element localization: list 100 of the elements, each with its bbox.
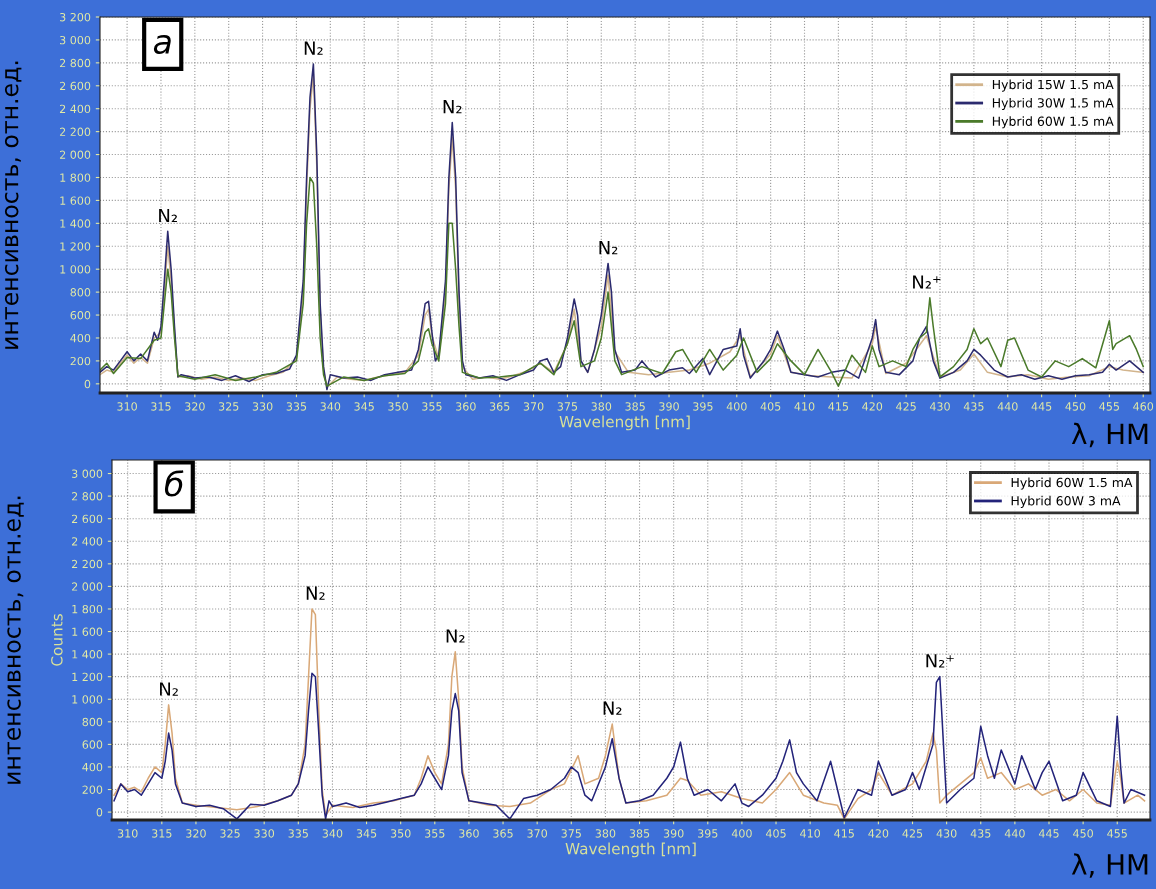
y-tick-label: 2 600 [71, 514, 103, 524]
y-tick-label: 800 [70, 288, 91, 297]
x-tick-label: 435 [970, 829, 991, 838]
y-tick-label: 200 [82, 785, 103, 794]
x-tick-label: 350 [390, 829, 411, 838]
y-tick-label: 600 [70, 311, 91, 320]
x-tick-label: 395 [693, 402, 713, 411]
x-tick-label: 425 [902, 829, 923, 838]
x-tick-label: 345 [354, 402, 374, 411]
y-tick-label: 2 800 [59, 58, 91, 68]
y-tick-label: 1 600 [72, 627, 103, 636]
legend-label: Hybrid 15W 1.5 mA [992, 79, 1114, 92]
x-tick-label: 405 [765, 829, 786, 838]
x-tick-label: 440 [997, 402, 1018, 411]
y-tick-label: 2 400 [59, 104, 91, 114]
annotation: б [164, 470, 184, 497]
x-tick-label: 395 [698, 829, 718, 838]
x-tick-label: 360 [456, 402, 476, 411]
annotation: N₂ [446, 629, 465, 643]
annotation: N₂ [603, 701, 622, 715]
x-tick-label: 445 [1038, 829, 1059, 838]
legend-label: Hybrid 60W 3 mA [1011, 495, 1121, 508]
x-tick-label: 320 [185, 402, 205, 411]
y-tick-label: 200 [70, 356, 91, 366]
text: λ, НМ [1071, 853, 1148, 878]
x-axis-title: Wavelength [nm] [565, 842, 696, 858]
x-tick-label: 330 [252, 402, 273, 411]
x-tick-label: 385 [629, 829, 650, 838]
x-tick-label: 315 [151, 402, 171, 411]
x-tick-label: 375 [557, 402, 578, 411]
line-series [113, 672, 1146, 820]
x-tick-label: 335 [286, 402, 307, 411]
x-axis-title: Wavelength [nm] [559, 415, 690, 431]
x-tick-label: 420 [868, 829, 889, 838]
y-axis-title: интенсивность, отн.ед. [4, 61, 22, 349]
annotation: N₂ [599, 240, 618, 255]
y-tick-label: 2 000 [59, 150, 91, 159]
y-tick-label: 1 400 [72, 650, 103, 659]
y-tick-label: 2 600 [59, 81, 91, 91]
annotation: N₂ [159, 208, 177, 223]
annotation: N₂⁺ [913, 275, 941, 289]
y-tick-label: 1 000 [72, 695, 103, 704]
y-tick-label: 600 [82, 740, 103, 749]
y-tick-label: 400 [70, 333, 91, 343]
x-tick-label: 320 [186, 829, 206, 838]
y-tick-label: 1 800 [60, 173, 91, 182]
x-tick-label: 370 [527, 829, 548, 838]
x-tick-label: 385 [625, 402, 645, 411]
x-tick-label: 310 [117, 829, 138, 838]
line-series [113, 608, 1146, 820]
y-tick-label: 2 200 [59, 127, 91, 137]
y-tick-label: 1 200 [60, 242, 91, 251]
x-tick-label: 310 [117, 402, 137, 411]
y-tick-label: 400 [82, 762, 103, 772]
text: интенсивность, отн.ед. [7, 496, 24, 784]
legend-label: Hybrid 30W 1.5 mA [992, 97, 1114, 111]
x-tick-label: 430 [936, 829, 957, 838]
legend-label: Hybrid 60W 1.5 mA [992, 116, 1114, 129]
x-tick-label: 340 [320, 402, 341, 411]
x-tick-label: 390 [663, 829, 684, 838]
x-tick-label: 340 [322, 829, 343, 838]
x-tick-label: 325 [220, 829, 240, 838]
annotation: а [153, 34, 171, 55]
y-tick-label: 2 400 [71, 537, 103, 546]
x-tick-label: 400 [731, 829, 752, 838]
x-tick-label: 365 [493, 829, 513, 838]
y-tick-label: 800 [82, 717, 103, 727]
x-tick-label: 345 [356, 829, 377, 838]
x-tick-label: 455 [1099, 402, 1119, 411]
x-tick-label: 325 [218, 402, 239, 411]
x-tick-label: 460 [1133, 402, 1154, 411]
x-tick-label: 435 [963, 402, 984, 411]
x-tick-label: 425 [896, 402, 916, 411]
annotation: N₂ [443, 99, 462, 114]
annotation: N₂ [304, 41, 323, 55]
y-tick-label: 2 200 [71, 559, 103, 569]
y-tick-label: 2 000 [71, 582, 103, 591]
y-tick-label: 3 000 [60, 35, 91, 45]
x-tick-label: 405 [760, 402, 781, 411]
x-tick-label: 450 [1065, 402, 1086, 411]
y-axis-title: Counts [51, 614, 63, 666]
x-tick-label: 440 [1004, 829, 1025, 838]
x-tick-label: 415 [828, 402, 849, 411]
x-tick-label: 410 [800, 829, 821, 838]
x-tick-label: 315 [152, 829, 172, 838]
y-tick-label: 1 600 [60, 196, 91, 205]
y-tick-label: 0 [84, 379, 91, 389]
x-tick-label: 430 [929, 402, 950, 411]
x-tick-label: 450 [1073, 829, 1093, 838]
annotation: N₂ [306, 586, 325, 600]
x-tick-label: 370 [523, 402, 544, 411]
x-tick-label: 445 [1031, 402, 1052, 411]
x-tick-label: 360 [459, 829, 479, 838]
y-tick-label: 3 200 [60, 12, 91, 22]
annotation: N₂ [160, 682, 178, 696]
x-tick-label: 365 [489, 402, 510, 411]
x-tick-label: 355 [422, 402, 442, 411]
y-tick-label: 1 000 [60, 265, 91, 274]
x-tick-label: 380 [591, 402, 612, 411]
x-tick-label: 350 [388, 402, 408, 411]
